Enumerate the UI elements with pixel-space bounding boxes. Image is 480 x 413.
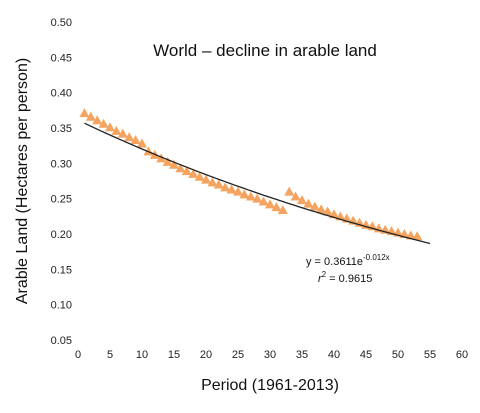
data-point [297, 195, 307, 205]
data-point [245, 191, 256, 201]
data-point [124, 132, 135, 142]
y-tick-label: 0.35 [51, 123, 72, 135]
trendline [84, 122, 431, 245]
data-point [322, 206, 333, 216]
r-squared-label: r2 = 0.9615 [318, 270, 372, 285]
x-tick-label: 35 [296, 349, 308, 361]
data-point [213, 179, 224, 189]
y-tick-label: 0.10 [51, 300, 72, 312]
data-point [265, 199, 275, 209]
data-point [98, 118, 109, 128]
x-axis-title: Period (1961-2013) [201, 377, 339, 394]
data-point [194, 171, 205, 181]
data-point [92, 115, 103, 125]
data-point [412, 231, 423, 241]
data-point [175, 163, 186, 173]
y-axis-ticks: 0.05 0.10 0.15 0.20 0.25 0.30 0.35 0.40 0.45 0.50 [51, 17, 72, 347]
data-point [239, 189, 250, 199]
data-point [201, 174, 211, 184]
data-point [290, 191, 301, 201]
x-tick-label: 40 [328, 349, 340, 361]
data-point [271, 202, 282, 212]
x-tick-label: 5 [107, 349, 113, 361]
data-point [105, 122, 115, 132]
x-tick-label: 60 [456, 349, 468, 361]
data-point [303, 198, 314, 208]
data-point [405, 230, 416, 240]
y-tick-label: 0.30 [51, 158, 72, 170]
data-point [188, 168, 199, 178]
x-tick-label: 45 [360, 349, 372, 361]
plot-area [78, 22, 462, 340]
data-point [226, 184, 237, 194]
data-point [258, 196, 269, 206]
data-point [233, 186, 243, 196]
data-point [329, 209, 339, 219]
x-tick-label: 15 [168, 349, 180, 361]
x-tick-label: 55 [424, 349, 436, 361]
y-tick-label: 0.20 [51, 229, 72, 241]
data-point [130, 135, 141, 145]
data-point [316, 204, 327, 214]
data-point [252, 193, 263, 203]
y-tick-label: 0.15 [51, 264, 72, 276]
data-point [181, 166, 192, 176]
data-point [169, 159, 179, 169]
data-point [79, 108, 90, 118]
y-axis-title: Arable Land (Hectares per person) [14, 58, 31, 304]
data-point [277, 204, 288, 214]
data-point [117, 128, 128, 138]
x-tick-label: 10 [136, 349, 148, 361]
x-tick-label: 0 [75, 349, 81, 361]
data-point [220, 182, 231, 192]
data-point [85, 111, 96, 121]
x-tick-label: 30 [264, 349, 276, 361]
trendline-equation: y = 0.3611e-0.012x [306, 253, 390, 268]
data-point [162, 156, 173, 166]
data-point [156, 153, 167, 163]
x-tick-label: 50 [392, 349, 404, 361]
y-tick-label: 0.05 [51, 335, 72, 347]
x-tick-label: 20 [200, 349, 212, 361]
x-tick-label: 25 [232, 349, 244, 361]
data-point [111, 125, 122, 135]
data-point [284, 186, 295, 196]
y-tick-label: 0.45 [51, 52, 72, 64]
data-point [309, 201, 320, 211]
y-tick-label: 0.50 [51, 17, 72, 29]
y-tick-label: 0.25 [51, 194, 72, 206]
chart-title: World – decline in arable land [153, 41, 377, 60]
y-tick-label: 0.40 [51, 88, 72, 100]
data-point [207, 177, 218, 187]
data-point [137, 138, 147, 148]
x-axis-ticks: 0 5 10 15 20 25 30 35 40 45 50 55 60 [75, 349, 468, 361]
